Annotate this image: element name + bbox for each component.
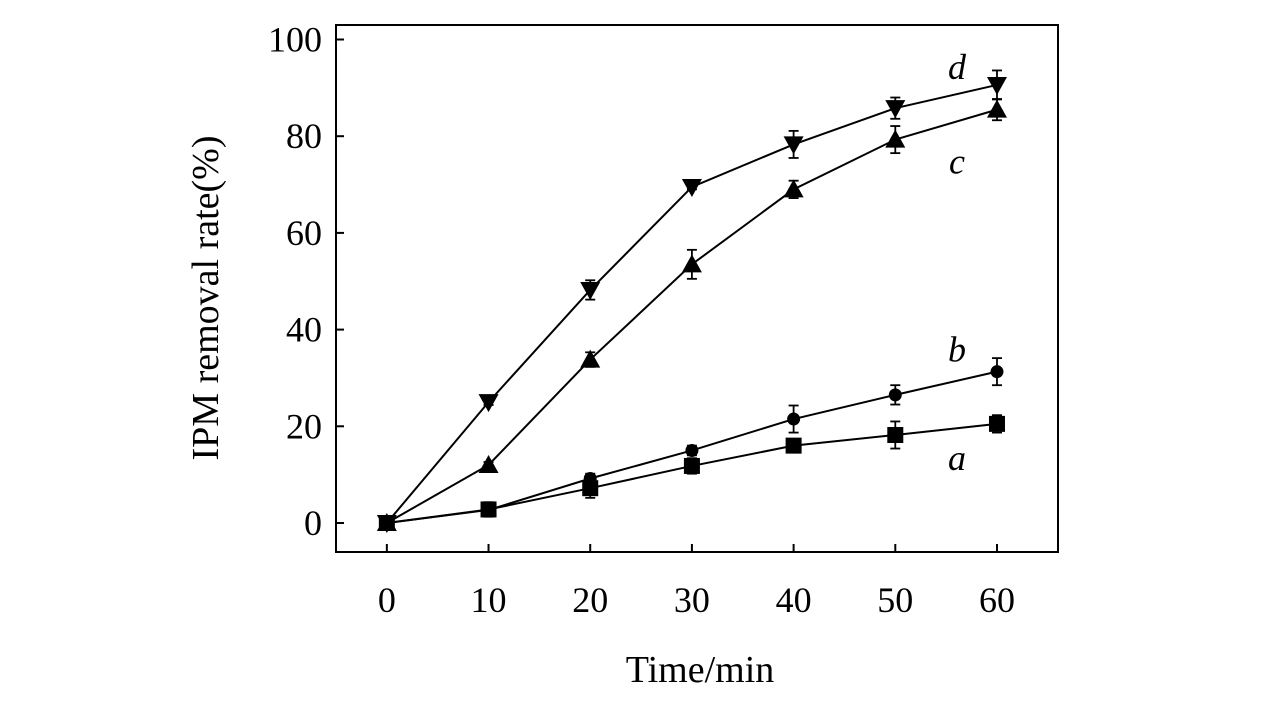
marker-triangle-up	[885, 129, 906, 148]
x-tick-label: 40	[776, 580, 812, 620]
series-d	[376, 69, 1007, 533]
y-tick-label: 20	[286, 406, 322, 446]
marker-triangle-down	[376, 514, 397, 533]
marker-triangle-up	[478, 454, 499, 473]
tick-labels: 0 10 20 30 40 50 60 0 20 40 60 80 100	[268, 20, 1015, 620]
marker-square	[785, 437, 802, 454]
axis-ticks	[336, 38, 998, 552]
plot-frame	[335, 24, 1059, 553]
y-tick-label: 60	[286, 213, 322, 253]
y-tick-label: 100	[268, 20, 322, 60]
y-axis-title: IPM removal rate(%)	[185, 136, 227, 461]
marker-triangle-up	[681, 254, 702, 273]
series-label-b: b	[948, 330, 966, 370]
marker-circle	[888, 388, 902, 402]
marker-triangle-down	[580, 281, 601, 300]
y-tick-label: 40	[286, 310, 322, 350]
x-tick-label: 50	[877, 580, 913, 620]
marker-square	[887, 426, 904, 443]
marker-circle	[787, 412, 801, 426]
marker-circle	[990, 365, 1004, 379]
marker-triangle-down	[986, 76, 1007, 95]
x-tick-label: 20	[572, 580, 608, 620]
marker-square	[988, 415, 1005, 432]
marker-circle	[583, 472, 597, 486]
x-tick-label: 60	[979, 580, 1015, 620]
x-tick-label: 10	[471, 580, 507, 620]
marker-triangle-down	[478, 394, 499, 413]
series-line-d	[386, 83, 998, 524]
y-tick-label: 80	[286, 116, 322, 156]
marker-triangle-up	[986, 99, 1007, 118]
series-c	[376, 98, 1007, 531]
y-tick-label: 0	[304, 503, 322, 543]
marker-circle	[482, 503, 496, 517]
x-tick-label: 0	[378, 580, 396, 620]
x-tick-label: 30	[674, 580, 710, 620]
marker-triangle-down	[681, 178, 702, 197]
series-label-a: a	[948, 438, 966, 478]
marker-triangle-up	[580, 349, 601, 368]
series-layer	[376, 69, 1007, 533]
marker-square	[683, 457, 700, 474]
marker-triangle-up	[783, 179, 804, 198]
series-labels: a b c d	[948, 47, 967, 478]
marker-circle	[685, 443, 699, 457]
series-label-c: c	[949, 142, 965, 182]
series-b	[380, 357, 1004, 530]
series-label-d: d	[948, 47, 967, 87]
marker-triangle-down	[783, 136, 804, 155]
marker-triangle-down	[885, 100, 906, 119]
x-axis-title: Time/min	[626, 649, 775, 691]
